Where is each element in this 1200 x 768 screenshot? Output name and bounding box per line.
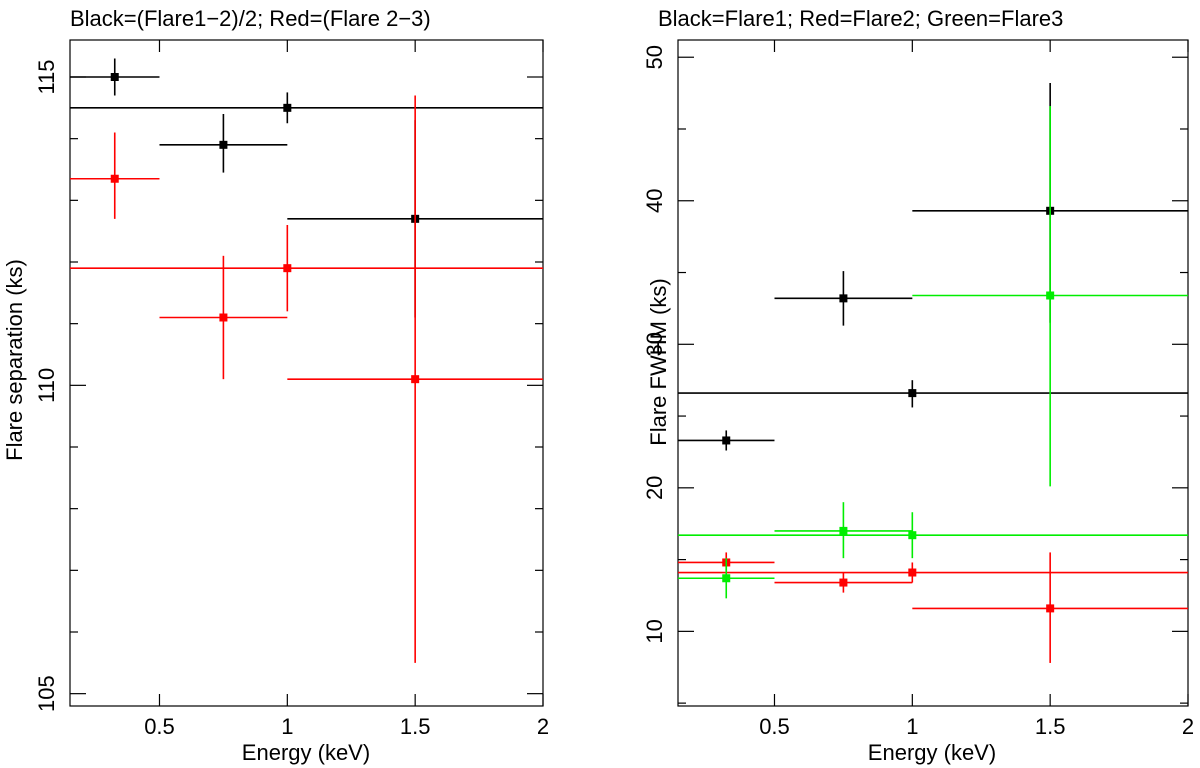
right-series-2-point-2-marker <box>839 578 848 587</box>
left-series-2-point-4-marker <box>411 375 420 384</box>
left-y-tick-label: 110 <box>34 368 59 403</box>
left-series-1-point-2-marker <box>219 140 228 149</box>
right-y-axis-label: Flare FWHM (ks) <box>646 278 671 445</box>
left-series-2-point-3-marker <box>283 264 292 273</box>
right-series-1-point-3-marker <box>908 389 917 398</box>
left-panel: Black=(Flare1−2)/2; Red=(Flare 2−3) Ener… <box>2 6 549 765</box>
right-series-3-point-1-marker <box>722 574 731 583</box>
left-x-tick-label: 0.5 <box>144 714 175 739</box>
right-series-1-point-1-marker <box>722 436 731 445</box>
left-x-tick-label: 1.5 <box>400 714 431 739</box>
left-series-1-point-3-marker <box>283 103 292 112</box>
right-series-2-point-3-marker <box>908 568 917 577</box>
right-series-3-point-2-marker <box>839 526 848 535</box>
left-series-1-point-1-marker <box>110 73 119 81</box>
right-series-2-point-4-marker <box>1046 604 1055 613</box>
right-plot-area: 0.5 1 1.5 2 10 20 30 40 50 <box>642 39 1194 739</box>
right-x-tick-label: 0.5 <box>759 714 790 739</box>
left-x-tick-label: 1 <box>281 714 293 739</box>
left-y-axis-label: Flare separation (ks) <box>2 259 27 461</box>
left-series-2-point-2-marker <box>219 313 228 322</box>
right-panel: Black=Flare1; Red=Flare2; Green=Flare3 E… <box>642 6 1194 765</box>
right-panel-title: Black=Flare1; Red=Flare2; Green=Flare3 <box>658 6 1063 31</box>
right-x-tick-label: 1 <box>906 714 918 739</box>
right-x-tick-label: 1.5 <box>1035 714 1066 739</box>
left-x-tick-label: 2 <box>537 714 549 739</box>
right-y-tick-label: 50 <box>642 45 667 69</box>
left-series-2-point-1-marker <box>110 174 119 183</box>
right-series-3-point-3-marker <box>908 531 917 540</box>
left-x-axis-label: Energy (keV) <box>242 740 370 765</box>
right-series-3-point-4-marker <box>1046 291 1055 300</box>
right-plot-frame <box>677 39 1189 707</box>
left-plot-area: 0.5 1 1.5 2 105 110 115 <box>34 39 549 739</box>
left-panel-title: Black=(Flare1−2)/2; Red=(Flare 2−3) <box>70 6 431 31</box>
right-x-axis-label: Energy (keV) <box>868 740 996 765</box>
right-y-tick-label: 10 <box>642 619 667 643</box>
right-y-tick-label: 30 <box>642 332 667 356</box>
right-y-tick-label: 40 <box>642 189 667 213</box>
left-plot-frame <box>69 39 544 707</box>
right-series-1-point-2-marker <box>839 294 848 303</box>
right-x-tick-label: 2 <box>1182 714 1194 739</box>
right-y-tick-label: 20 <box>642 476 667 500</box>
left-y-tick-label: 105 <box>34 675 59 712</box>
left-y-tick-label: 115 <box>34 59 59 94</box>
